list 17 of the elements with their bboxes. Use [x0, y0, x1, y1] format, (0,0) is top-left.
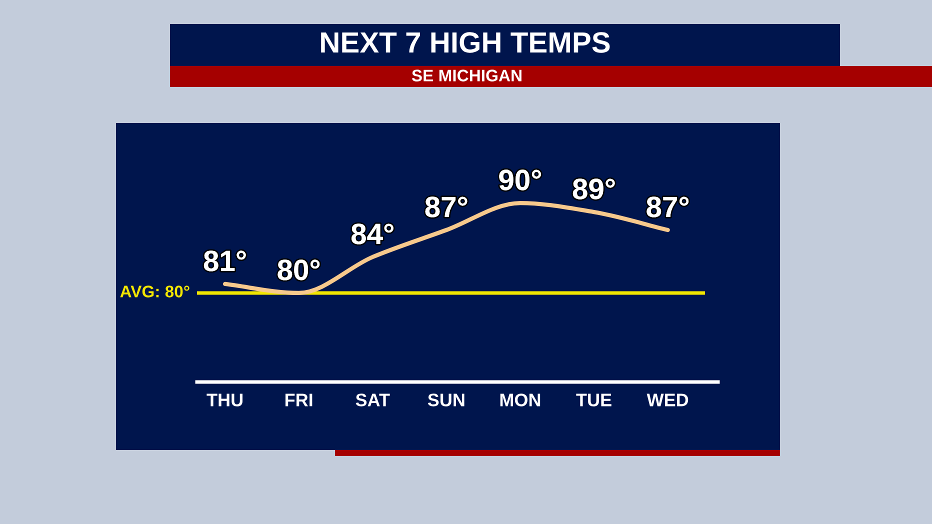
data-label: 87°	[646, 196, 689, 218]
data-label: 90°	[499, 170, 542, 190]
x-tick-label: TUE	[576, 394, 612, 406]
x-tick-label: FRI	[286, 394, 312, 406]
x-tick-label: WED	[646, 394, 688, 406]
data-label: 81°	[204, 250, 246, 272]
x-tick-label: THU	[206, 394, 242, 406]
data-label: 80°	[278, 260, 320, 280]
chart-title: NEXT 7 HIGH TEMPS	[321, 32, 610, 53]
x-tick-label: MON	[500, 394, 540, 406]
data-label: 84°	[352, 224, 394, 244]
x-tick-label: SAT	[356, 394, 390, 406]
ref-line-label: AVG: 80°	[120, 286, 190, 298]
chart-subtitle: SE MICHIGAN	[412, 70, 522, 82]
data-label: 87°	[425, 196, 468, 218]
data-label: 89°	[572, 178, 615, 200]
x-tick-label: SUN	[428, 394, 464, 406]
